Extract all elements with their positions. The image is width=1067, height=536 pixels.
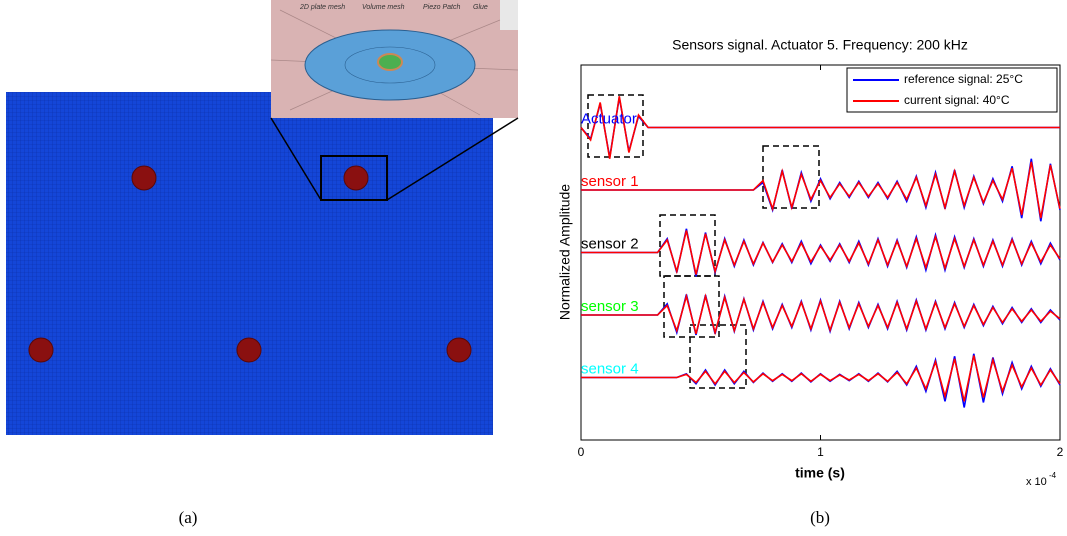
x-exponent: -4 bbox=[1049, 471, 1057, 480]
piezo-patches bbox=[28, 165, 472, 363]
signal-line bbox=[581, 293, 1061, 336]
plate-mesh bbox=[6, 92, 493, 435]
x-multiplier: x 10 bbox=[1026, 476, 1047, 488]
x-tick-label: 1 bbox=[817, 445, 824, 459]
zoom-lines bbox=[270, 117, 519, 201]
caption: (a) bbox=[179, 508, 198, 527]
inset-label: Glue bbox=[473, 4, 488, 11]
trace-label: sensor 1 bbox=[581, 173, 639, 190]
trace-label: sensor 2 bbox=[581, 235, 639, 252]
signal-line bbox=[581, 355, 1061, 402]
zoom-box bbox=[320, 155, 388, 201]
y-axis-label: Normalized Amplitude bbox=[557, 184, 573, 320]
x-tick-label: 2 bbox=[1057, 445, 1064, 459]
inset: 2D plate mesh Volume mesh Piezo Patch Gl… bbox=[270, 0, 519, 118]
signal-line bbox=[580, 96, 1060, 159]
legend-label: current signal: 40°C bbox=[904, 93, 1010, 107]
trace-label: sensor 4 bbox=[581, 360, 639, 377]
trace-label: sensor 3 bbox=[581, 298, 639, 315]
inset-label: Piezo Patch bbox=[423, 4, 460, 11]
caption: (b) bbox=[810, 508, 830, 527]
signal-line bbox=[581, 230, 1061, 275]
trace-label: Actuator bbox=[581, 110, 637, 127]
x-tick-label: 0 bbox=[578, 445, 585, 459]
x-axis-label: time (s) bbox=[795, 465, 845, 481]
signal-line bbox=[581, 161, 1061, 219]
legend-box bbox=[846, 67, 1058, 113]
inset-label: 2D plate mesh bbox=[299, 4, 345, 11]
chart-title: Sensors signal. Actuator 5. Frequency: 2… bbox=[672, 37, 968, 53]
inset-label: Volume mesh bbox=[362, 4, 405, 11]
legend-label: reference signal: 25°C bbox=[904, 72, 1023, 86]
